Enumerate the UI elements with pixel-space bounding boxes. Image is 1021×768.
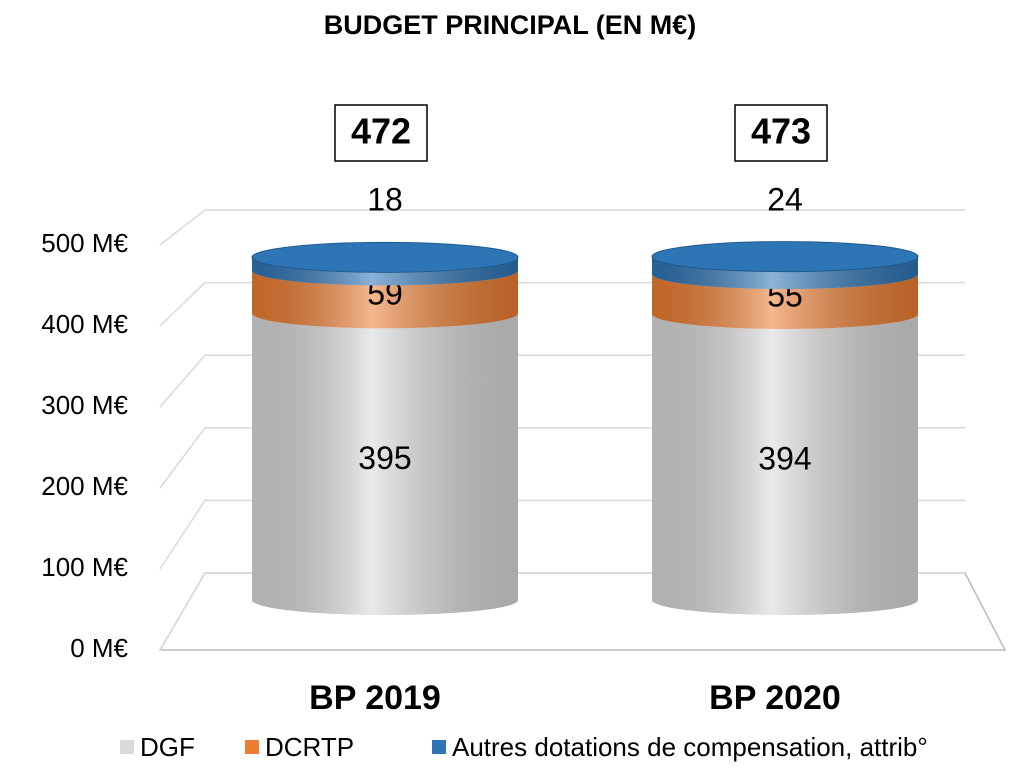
y-tick-label: 500 M€: [41, 228, 128, 258]
data-label: 24: [767, 181, 803, 217]
y-tick-label: 100 M€: [41, 552, 128, 582]
x-tick-label: BP 2019: [309, 679, 441, 717]
legend-swatch: [120, 740, 134, 754]
bar-shading: [252, 313, 518, 615]
total-label: 472: [351, 111, 411, 152]
legend-label: DCRTP: [265, 732, 354, 762]
legend-label: Autres dotations de compensation, attrib…: [452, 732, 928, 762]
total-label: 473: [751, 111, 811, 152]
legend-label: DGF: [140, 732, 195, 762]
data-label: 394: [758, 440, 811, 476]
bar-shading: [252, 270, 518, 329]
bar-shading: [652, 313, 918, 615]
bar-top: [251, 241, 519, 273]
bar-shading: [652, 256, 918, 290]
total-box: [734, 104, 828, 162]
grid-line: [159, 209, 965, 246]
legend-swatch: [432, 740, 446, 754]
chart-title: BUDGET PRINCIPAL (EN M€): [324, 10, 697, 40]
total-box: [334, 104, 428, 162]
y-tick-label: 300 M€: [41, 390, 128, 420]
y-tick-label: 200 M€: [41, 471, 128, 501]
x-tick-label: BP 2020: [709, 679, 841, 717]
y-tick-label: 400 M€: [41, 309, 128, 339]
data-label: 18: [367, 181, 403, 217]
legend-swatch: [245, 740, 259, 754]
bar-top: [651, 241, 919, 273]
y-tick-label: 0 M€: [70, 633, 128, 663]
bar-shading: [252, 257, 518, 286]
bar-shading: [652, 274, 918, 329]
data-label: 395: [358, 440, 411, 476]
